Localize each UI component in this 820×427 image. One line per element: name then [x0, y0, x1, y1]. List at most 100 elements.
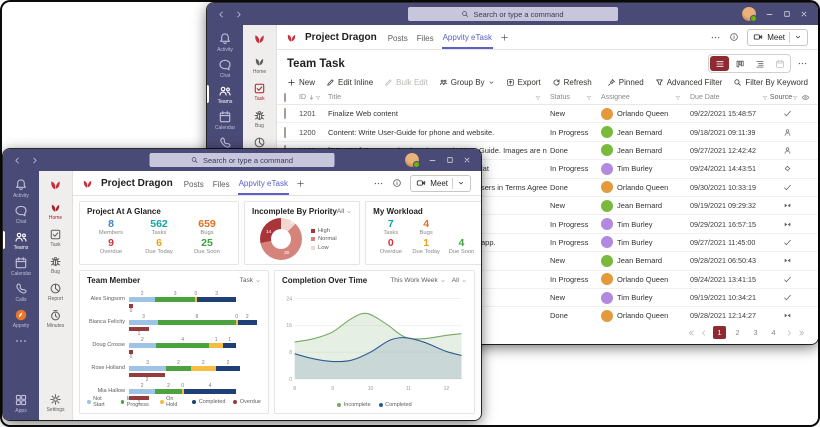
table-row[interactable]: lat In Progress Tim Burley 09/24/2021 14:43…: [277, 160, 818, 179]
add-tab-icon[interactable]: [296, 179, 305, 188]
col-title[interactable]: Title: [328, 94, 341, 101]
app-rail-item-home[interactable]: Home: [243, 51, 276, 78]
minimize-icon[interactable]: [428, 156, 437, 165]
close-icon[interactable]: [463, 156, 471, 164]
maximize-icon[interactable]: [783, 10, 791, 18]
col-source[interactable]: Source: [769, 94, 793, 101]
tab-files[interactable]: Files: [212, 179, 230, 189]
row-checkbox[interactable]: [284, 108, 286, 120]
col-id[interactable]: ID: [299, 94, 306, 101]
eye-icon[interactable]: [801, 93, 810, 102]
sidebar-item-apps[interactable]: Apps: [3, 390, 39, 416]
minimize-icon[interactable]: [765, 10, 774, 19]
filter-by-keyword-button[interactable]: Filter By Keyword: [733, 78, 808, 87]
app-rail-item-bug[interactable]: Bug: [39, 251, 72, 278]
team-filter-dropdown[interactable]: Task: [240, 277, 261, 284]
filter-icon[interactable]: [586, 95, 598, 101]
kanban-view-button[interactable]: [730, 56, 749, 71]
filter-icon[interactable]: [315, 95, 327, 101]
table-row[interactable]: New Tim Burley 09/19/2021 10:34:21: [277, 289, 818, 308]
tab-posts[interactable]: Posts: [387, 33, 408, 43]
table-row[interactable]: sers in Terms Agreement In…Done Orlando Q…: [277, 179, 818, 197]
table-row[interactable]: In Progress Tim Burley 09/29/2021 16:57:15: [277, 215, 818, 234]
forward-icon[interactable]: [30, 156, 39, 165]
sidebar-item-calls[interactable]: Calls: [3, 279, 39, 305]
export-button[interactable]: Export: [506, 78, 541, 87]
sidebar-item-teams[interactable]: Teams: [207, 81, 243, 107]
sidebar-item-calendar[interactable]: Calendar: [3, 253, 39, 279]
calendar-view-button[interactable]: [770, 56, 789, 71]
more-options-icon[interactable]: [373, 178, 384, 189]
back-icon[interactable]: [13, 156, 22, 165]
table-row[interactable]: app. In Progress Tim Burley 09/27/2021 11:4…: [277, 234, 818, 253]
filter-icon[interactable]: [675, 95, 687, 101]
last-page-icon[interactable]: [798, 329, 806, 337]
filter-icon[interactable]: [762, 95, 774, 101]
tab-appvity-etask[interactable]: Appvity eTask: [441, 26, 493, 49]
maximize-icon[interactable]: [446, 156, 454, 164]
pinned-button[interactable]: Pinned: [607, 78, 644, 87]
sidebar-item-dots[interactable]: [3, 331, 39, 351]
app-rail-item-report[interactable]: Report: [39, 278, 72, 305]
tab-files[interactable]: Files: [416, 33, 434, 43]
table-row[interactable]: New Jean Bernard 09/28/2021 06:50:43: [277, 252, 818, 271]
back-icon[interactable]: [217, 10, 226, 19]
sidebar-item-appvity[interactable]: Appvity: [3, 305, 39, 331]
sidebar-item-chat[interactable]: Chat: [207, 55, 243, 81]
chevron-down-icon[interactable]: [794, 33, 802, 41]
week-filter-dropdown[interactable]: This Work Week: [390, 277, 445, 284]
priority-filter-dropdown[interactable]: All: [337, 208, 352, 215]
table-row[interactable]: In Progress Orlando Queen 09/24/2021 13:41…: [277, 271, 818, 289]
sidebar-item-activity[interactable]: Activity: [3, 175, 39, 201]
col-status[interactable]: Status: [550, 94, 570, 101]
table-row[interactable]: Done Orlando Queen 09/28/2021 12:14:27: [277, 307, 818, 323]
row-checkbox[interactable]: [284, 126, 286, 138]
chevron-down-icon[interactable]: [457, 179, 465, 187]
filter-icon[interactable]: [535, 95, 547, 101]
info-icon[interactable]: [392, 178, 402, 188]
next-page-icon[interactable]: [785, 329, 793, 337]
page-button-4[interactable]: 4: [771, 328, 776, 337]
add-tab-icon[interactable]: [500, 33, 509, 42]
meet-button[interactable]: Meet: [410, 174, 471, 192]
sidebar-item-teams[interactable]: Teams: [3, 227, 39, 253]
previous-page-icon[interactable]: [700, 329, 708, 337]
edit-inline-button[interactable]: Edit Inline: [326, 78, 373, 87]
app-rail-item-task[interactable]: Task: [39, 224, 72, 251]
user-avatar[interactable]: [742, 7, 757, 22]
table-row[interactable]: 1200 Content: Write User-Guide for phone …: [277, 123, 818, 142]
search-input[interactable]: Search or type a command: [407, 7, 618, 21]
user-avatar[interactable]: [405, 153, 420, 168]
info-icon[interactable]: [729, 32, 739, 42]
backlog-view-button[interactable]: [750, 56, 769, 71]
app-rail-item-task[interactable]: Task: [243, 78, 276, 105]
page-button-3[interactable]: 3: [753, 328, 758, 337]
sidebar-item-chat[interactable]: Chat: [3, 201, 39, 227]
search-input[interactable]: Search or type a command: [149, 153, 335, 167]
group-by-button[interactable]: Group By: [439, 78, 495, 87]
table-row[interactable]: New Jean Bernard 09/19/2021 09:29:32: [277, 197, 818, 216]
scope-filter-dropdown[interactable]: All: [452, 277, 467, 284]
sidebar-item-calendar[interactable]: Calendar: [207, 107, 243, 133]
page-button-1[interactable]: 1: [713, 326, 726, 339]
refresh-button[interactable]: Refresh: [552, 78, 592, 87]
table-row[interactable]: 1201 Finalize Web content New Orlando Queen…: [277, 105, 818, 124]
forward-icon[interactable]: [234, 10, 243, 19]
new-button[interactable]: New: [287, 78, 315, 87]
select-all-checkbox[interactable]: [284, 93, 286, 102]
app-rail-item-minutes[interactable]: Minutes: [39, 305, 72, 332]
view-more-icon[interactable]: [797, 58, 808, 69]
first-page-icon[interactable]: [687, 329, 695, 337]
page-button-2[interactable]: 2: [735, 328, 740, 337]
app-rail-item-settings[interactable]: Settings: [39, 389, 72, 416]
filter-icon[interactable]: [792, 95, 804, 101]
app-rail-item-home[interactable]: Home: [39, 197, 72, 224]
tab-posts[interactable]: Posts: [183, 179, 204, 189]
tab-appvity-etask[interactable]: Appvity eTask: [237, 172, 289, 195]
col-assignee[interactable]: Assignee: [601, 94, 630, 101]
sidebar-item-activity[interactable]: Activity: [207, 29, 243, 55]
list-view-button[interactable]: [710, 56, 729, 71]
more-options-icon[interactable]: [710, 32, 721, 43]
app-rail-item-bug[interactable]: Bug: [243, 105, 276, 132]
col-due-date[interactable]: Due Date: [690, 94, 720, 101]
